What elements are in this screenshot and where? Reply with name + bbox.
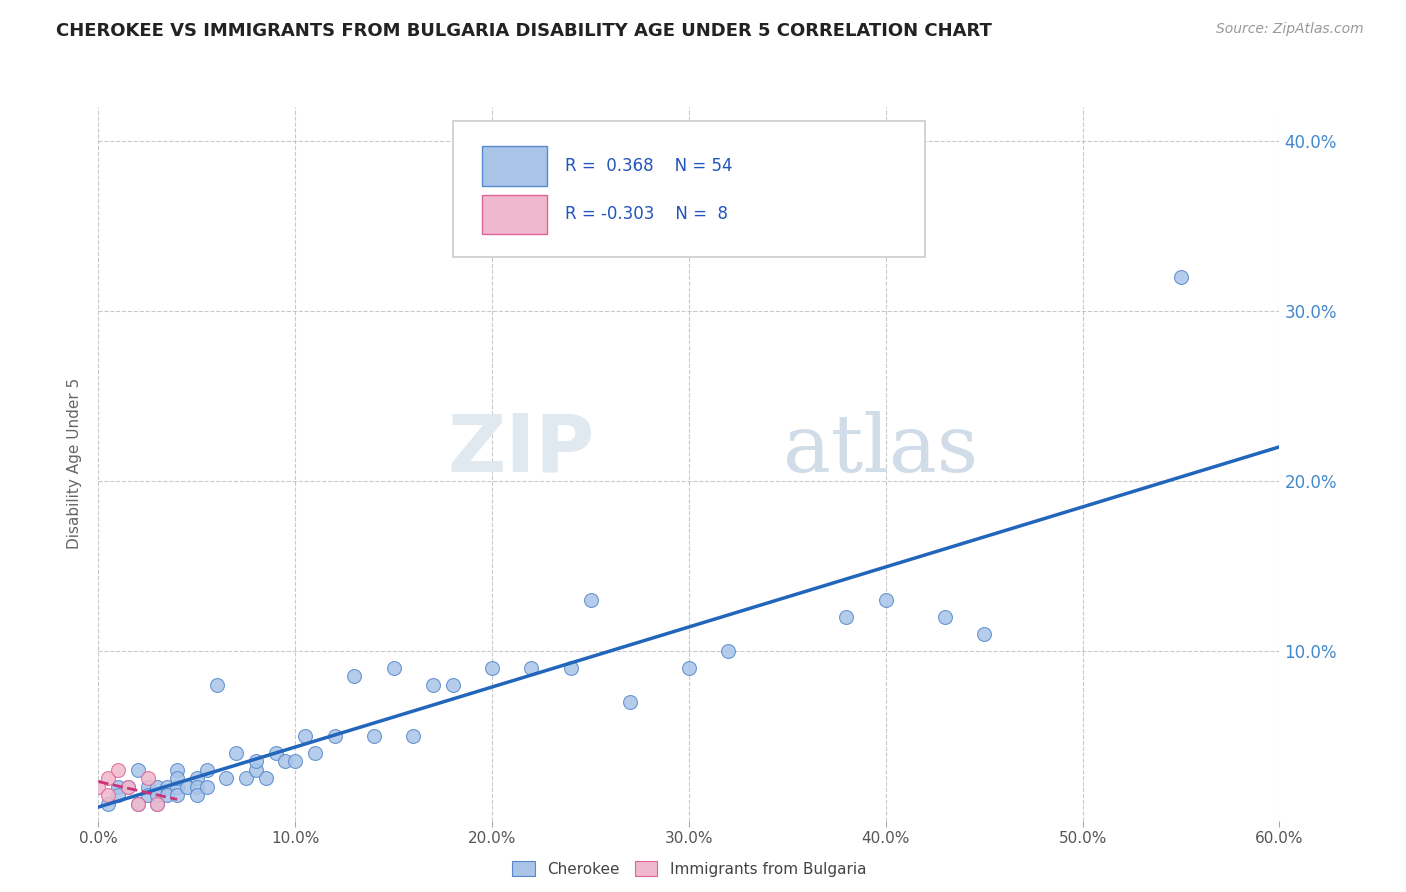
Point [127,797,149,811]
Point [166,771,188,785]
Point [520,661,543,675]
Point [107,780,129,794]
FancyBboxPatch shape [482,194,547,234]
Text: Source: ZipAtlas.com: Source: ZipAtlas.com [1216,22,1364,37]
Point [973,626,995,640]
Point [304,746,326,760]
Point [717,644,740,658]
Point [225,746,247,760]
Text: R = -0.303    N =  8: R = -0.303 N = 8 [565,205,728,223]
Point [186,788,208,802]
Point [215,771,238,785]
Point [97,771,120,785]
FancyBboxPatch shape [453,121,925,257]
Point [186,771,208,785]
Point [136,771,159,785]
Point [97,788,120,802]
Point [619,695,641,709]
Point [402,729,425,743]
Point [875,592,897,607]
Point [176,780,198,794]
Point [195,780,218,794]
Legend: Cherokee, Immigrants from Bulgaria: Cherokee, Immigrants from Bulgaria [503,853,875,884]
Point [156,788,179,802]
Point [835,609,858,624]
Point [382,661,405,675]
Text: atlas: atlas [783,410,979,489]
Point [1170,269,1192,284]
Text: ZIP: ZIP [447,410,595,489]
Point [156,780,179,794]
Point [245,763,267,777]
Point [363,729,385,743]
Point [205,678,228,692]
Point [166,788,188,802]
Point [560,661,582,675]
Point [274,754,297,768]
Point [245,754,267,768]
Point [146,780,169,794]
Point [117,780,139,794]
Point [146,797,169,811]
Y-axis label: Disability Age Under 5: Disability Age Under 5 [67,378,83,549]
Point [117,780,139,794]
Point [136,788,159,802]
Point [107,788,129,802]
Point [195,763,218,777]
Point [254,771,277,785]
Point [166,763,188,777]
Point [481,661,503,675]
Point [294,729,316,743]
Point [934,609,956,624]
Point [579,592,602,607]
Point [107,763,129,777]
Point [343,669,366,683]
Point [136,780,159,794]
Point [146,788,169,802]
Point [235,771,257,785]
Point [323,729,346,743]
Point [166,780,188,794]
Text: CHEROKEE VS IMMIGRANTS FROM BULGARIA DISABILITY AGE UNDER 5 CORRELATION CHART: CHEROKEE VS IMMIGRANTS FROM BULGARIA DIS… [56,22,993,40]
Text: R =  0.368    N = 54: R = 0.368 N = 54 [565,157,733,175]
Point [422,678,444,692]
Point [87,780,110,794]
Point [678,661,700,675]
Point [186,780,208,794]
Point [284,754,307,768]
Point [441,678,464,692]
FancyBboxPatch shape [482,146,547,186]
Point [264,746,287,760]
Point [127,797,149,811]
Point [127,763,149,777]
Point [97,797,120,811]
Point [146,797,169,811]
